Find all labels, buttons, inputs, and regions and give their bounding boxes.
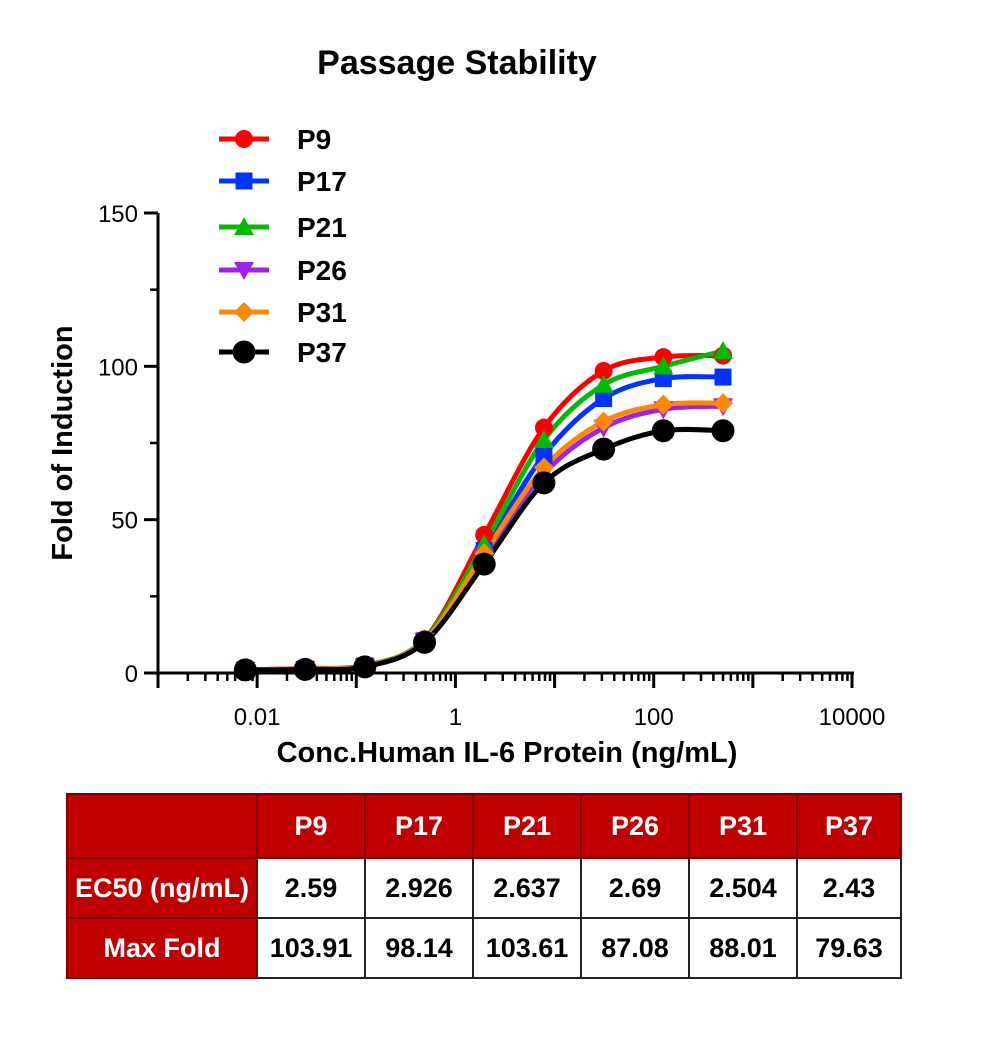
legend-marker: [234, 302, 254, 322]
data-point-p21: [593, 374, 614, 393]
column-header: P31: [688, 793, 798, 859]
legend: P9 P17 P21 P26 P31 P37: [219, 124, 347, 368]
table-cell: 88.01: [688, 917, 798, 979]
table-cell: 2.43: [796, 857, 902, 919]
table-cell: 2.69: [580, 857, 690, 919]
y-tick-label: 0: [125, 661, 138, 688]
table-header-row: P9 P17 P21 P26 P31 P37: [66, 793, 902, 859]
data-point-p37: [651, 419, 675, 443]
axes: 0.01 1 100 10000 0 50 100 150: [98, 201, 885, 731]
legend-marker: [234, 262, 254, 280]
data-point-p9: [534, 418, 553, 437]
ec50-summary-table: P9 P17 P21 P26 P31 P37 EC50 (ng/mL) 2.59…: [66, 793, 902, 979]
table-cell: 98.14: [364, 917, 474, 979]
data-point-p37: [532, 471, 556, 495]
data-point-p17: [535, 446, 553, 464]
column-header: P26: [580, 793, 690, 859]
table-cell: 2.637: [472, 857, 582, 919]
data-point-p17: [714, 368, 732, 386]
legend-item-p37: P37: [219, 337, 347, 368]
legend-item-p21: P21: [219, 212, 347, 243]
x-tick-label: 100: [634, 704, 674, 731]
table-cell: 103.61: [472, 917, 582, 979]
data-point-p37: [233, 658, 257, 682]
table-cell: 103.91: [256, 917, 366, 979]
chart-title: Passage Stability: [317, 44, 597, 82]
table-cell: 79.63: [796, 917, 902, 979]
table-cell: 2.59: [256, 857, 366, 919]
data-point-p37: [293, 657, 317, 681]
legend-item-p31: P31: [219, 297, 347, 328]
data-point-p21: [533, 429, 554, 448]
legend-marker: [232, 340, 256, 364]
table-corner-cell: [66, 793, 258, 859]
legend-marker: [235, 172, 253, 190]
legend-label: P26: [297, 255, 347, 286]
data-point-p37: [413, 630, 437, 654]
data-point-p37: [472, 552, 496, 576]
data-point-p31: [713, 393, 734, 414]
table-cell: 2.926: [364, 857, 474, 919]
data-point-p31: [653, 394, 674, 415]
table-cell: 87.08: [580, 917, 690, 979]
table-cell: 2.504: [688, 857, 798, 919]
dose-response-chart: Passage Stability 0.01 1 100 10000 0 50 100 150…: [47, 44, 885, 769]
y-tick-label: 150: [98, 201, 138, 228]
legend-label: P9: [297, 124, 331, 155]
data-point-p21: [474, 534, 495, 553]
series-line-p9: [245, 353, 724, 673]
y-tick-label: 100: [98, 354, 138, 381]
legend-label: P31: [297, 297, 347, 328]
row-header: EC50 (ng/mL): [66, 857, 258, 919]
legend-item-p9: P9: [219, 124, 331, 155]
x-tick-label: 1: [449, 704, 462, 731]
legend-item-p26: P26: [219, 255, 347, 286]
series-line-p17: [245, 374, 724, 673]
data-point-p31: [593, 411, 614, 432]
x-tick-label: 10000: [819, 704, 886, 731]
legend-item-p17: P17: [219, 166, 347, 197]
legend-label: P17: [297, 166, 347, 197]
y-tick-label: 50: [111, 508, 138, 535]
data-point-p37: [353, 655, 377, 679]
data-point-p21: [713, 341, 734, 359]
y-axis-title: Fold of Induction: [47, 325, 79, 560]
column-header: P21: [472, 793, 582, 859]
legend-marker: [234, 217, 254, 235]
x-tick-label: 0.01: [234, 704, 281, 731]
series-curves: [245, 348, 724, 673]
column-header: P9: [256, 793, 366, 859]
row-header: Max Fold: [66, 917, 258, 979]
series-markers: [233, 341, 735, 682]
data-point-p21: [653, 356, 674, 375]
data-point-p17: [595, 390, 613, 408]
legend-label: P21: [297, 212, 347, 243]
data-point-p9: [594, 361, 613, 380]
column-header: P37: [796, 793, 902, 859]
data-point-p17: [654, 370, 672, 388]
table-row: Max Fold 103.91 98.14 103.61 87.08 88.01…: [66, 917, 902, 979]
legend-label: P37: [297, 337, 347, 368]
x-axis-title: Conc.Human IL-6 Protein (ng/mL): [277, 737, 738, 769]
legend-marker: [235, 130, 253, 148]
data-point-p37: [711, 419, 735, 443]
table-row: EC50 (ng/mL) 2.59 2.926 2.637 2.69 2.504…: [66, 857, 902, 919]
data-point-p37: [592, 437, 616, 461]
column-header: P17: [364, 793, 474, 859]
series-line-p21: [245, 348, 724, 673]
